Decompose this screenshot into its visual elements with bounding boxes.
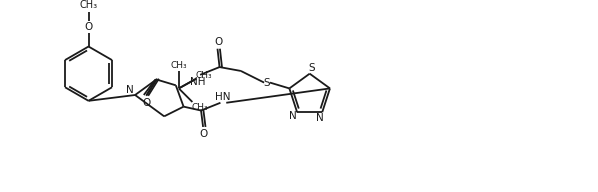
Text: NH: NH (190, 77, 206, 87)
Text: CH₃: CH₃ (192, 103, 209, 112)
Text: N: N (316, 113, 324, 123)
Text: O: O (142, 98, 151, 108)
Text: S: S (264, 78, 270, 88)
Text: CH₃: CH₃ (196, 71, 212, 80)
Text: CH₃: CH₃ (170, 61, 187, 70)
Text: CH₃: CH₃ (80, 0, 97, 10)
Text: N: N (289, 111, 297, 121)
Text: O: O (215, 37, 222, 47)
Text: O: O (200, 129, 208, 139)
Text: N: N (126, 85, 134, 95)
Text: HN: HN (215, 92, 230, 102)
Text: S: S (309, 63, 315, 73)
Text: O: O (84, 22, 93, 32)
